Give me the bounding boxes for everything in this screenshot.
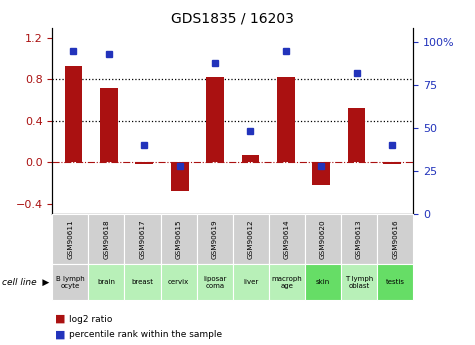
Text: macroph
age: macroph age [272, 276, 302, 288]
Bar [242, 155, 259, 162]
Text: GSM90616: GSM90616 [392, 219, 398, 259]
Text: ■: ■ [55, 330, 65, 339]
Bar [171, 162, 189, 191]
Bar [383, 162, 401, 164]
Text: GSM90612: GSM90612 [248, 219, 254, 259]
Text: GSM90615: GSM90615 [176, 219, 181, 259]
Text: GSM90618: GSM90618 [104, 219, 109, 259]
Text: breast: breast [132, 279, 153, 285]
Text: skin: skin [316, 279, 330, 285]
Text: GSM90614: GSM90614 [284, 219, 290, 259]
Text: ■: ■ [55, 314, 65, 324]
Text: cervix: cervix [168, 279, 189, 285]
Text: percentile rank within the sample: percentile rank within the sample [69, 330, 222, 339]
Text: log2 ratio: log2 ratio [69, 315, 112, 324]
Text: T lymph
oblast: T lymph oblast [345, 276, 373, 288]
Text: GSM90619: GSM90619 [212, 219, 218, 259]
Text: cell line  ▶: cell line ▶ [2, 277, 49, 287]
Text: GSM90613: GSM90613 [356, 219, 362, 259]
Text: B lymph
ocyte: B lymph ocyte [56, 276, 85, 288]
Bar [348, 108, 365, 162]
Text: testis: testis [386, 279, 405, 285]
Bar [206, 77, 224, 162]
Bar [313, 162, 330, 185]
Bar [100, 88, 118, 162]
Text: GSM90617: GSM90617 [140, 219, 145, 259]
Text: liposar
coma: liposar coma [203, 276, 227, 288]
Text: brain: brain [97, 279, 115, 285]
Bar [65, 66, 82, 162]
Text: liver: liver [243, 279, 258, 285]
Text: GSM90620: GSM90620 [320, 219, 326, 259]
Bar [277, 77, 294, 162]
Text: GSM90611: GSM90611 [67, 219, 73, 259]
Title: GDS1835 / 16203: GDS1835 / 16203 [171, 11, 294, 25]
Bar [135, 162, 153, 164]
